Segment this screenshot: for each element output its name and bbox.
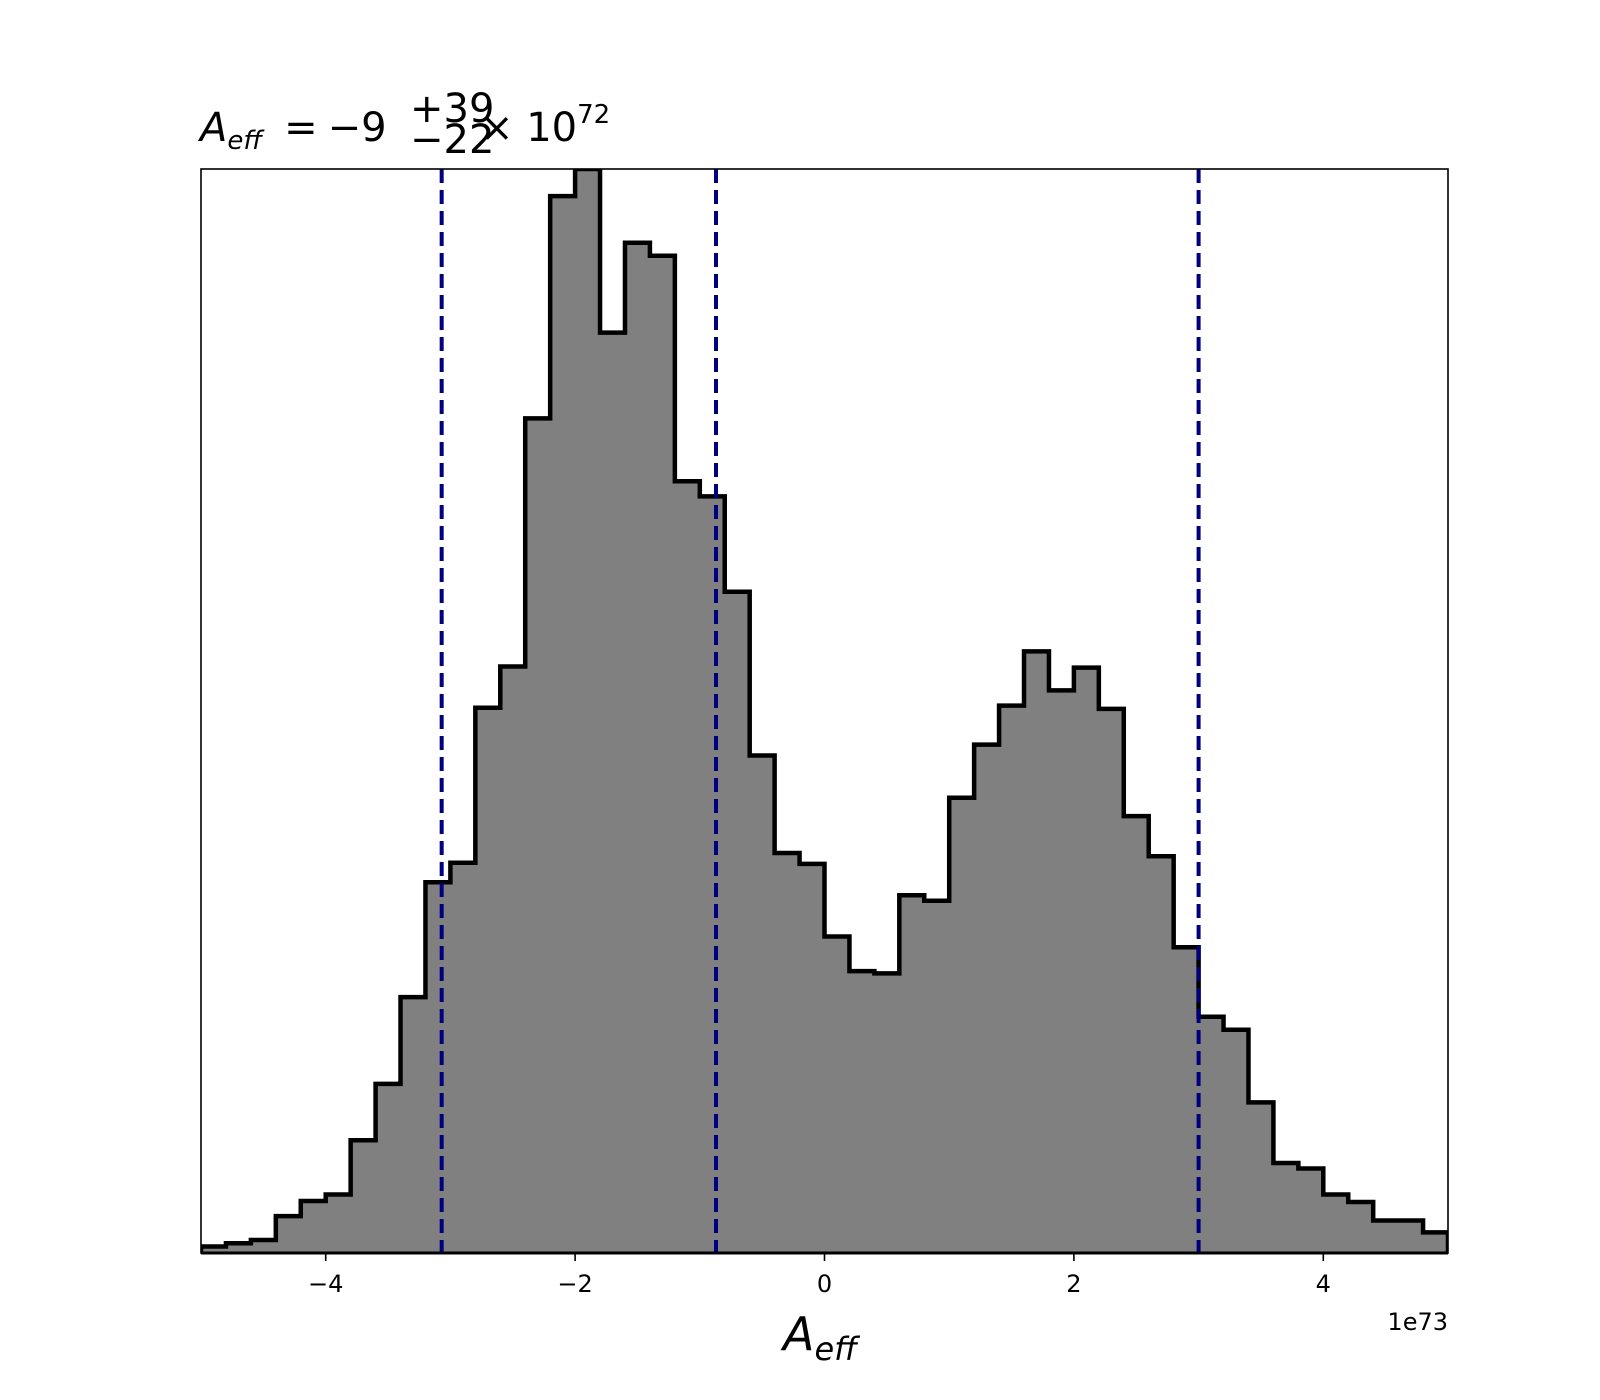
histogram-bar xyxy=(874,973,900,1253)
histogram-bar xyxy=(899,895,925,1253)
x-tick-label: 0 xyxy=(817,1270,832,1298)
x-axis-label-symbol: A xyxy=(780,1307,814,1361)
histogram-bar xyxy=(250,1239,277,1253)
histogram-bar xyxy=(375,1083,402,1253)
histogram-bar xyxy=(1098,708,1125,1253)
histogram-bar xyxy=(774,853,801,1253)
histogram-bar xyxy=(575,169,601,1253)
histogram-bar xyxy=(300,1200,327,1253)
title-value: −9 xyxy=(328,105,387,151)
histogram-bar xyxy=(450,862,476,1253)
histogram-bar xyxy=(824,936,851,1253)
title-times-ten: × 10 xyxy=(480,105,577,151)
histogram-bar xyxy=(624,242,651,1253)
histogram-bar xyxy=(1423,1232,1448,1253)
histogram-bar xyxy=(225,1243,252,1253)
title-symbol-subscript: eff xyxy=(227,126,265,156)
x-axis-label: Aeff xyxy=(780,1307,861,1368)
chart-title: Aeff = −9 xyxy=(197,105,387,156)
histogram-bar xyxy=(475,707,501,1253)
histogram-step-outline xyxy=(201,169,1448,1253)
histogram-bar xyxy=(974,744,1000,1253)
x-axis-label-subscript: eff xyxy=(814,1330,861,1368)
title-equals: = xyxy=(284,105,318,151)
histogram-bar xyxy=(1273,1163,1299,1253)
histogram-bar xyxy=(649,255,676,1253)
title-lower-error: −22 xyxy=(410,117,494,163)
histogram-bar xyxy=(699,496,726,1253)
histogram-bar xyxy=(1198,1016,1225,1253)
histogram-bar xyxy=(1123,816,1150,1253)
histogram-bar xyxy=(1248,1102,1275,1253)
histogram-bar xyxy=(1398,1220,1424,1253)
histogram-bar xyxy=(1173,947,1200,1253)
title-upper-error: +39 xyxy=(410,86,494,132)
histogram-bar xyxy=(350,1140,377,1253)
histogram-bar xyxy=(949,797,975,1253)
histogram-bar xyxy=(1048,690,1075,1253)
histogram-bar xyxy=(275,1216,302,1253)
histogram-bar xyxy=(724,591,751,1253)
x-tick-label: 4 xyxy=(1316,1270,1331,1298)
x-tick-label: −4 xyxy=(308,1270,343,1298)
histogram-bar xyxy=(674,481,701,1253)
plot-area xyxy=(200,168,1449,1255)
title-exponent: 72 xyxy=(577,100,610,130)
histogram-bar xyxy=(425,882,451,1253)
x-tick-label: −2 xyxy=(557,1270,592,1298)
histogram-bar xyxy=(924,900,950,1253)
histogram-bar xyxy=(201,1246,227,1253)
histogram-bar xyxy=(550,196,576,1253)
histogram-bar xyxy=(1323,1194,1349,1253)
histogram-bar xyxy=(1024,651,1050,1253)
histogram-bar xyxy=(749,755,776,1253)
histogram-bar xyxy=(999,705,1025,1253)
histogram-bar xyxy=(1373,1220,1399,1253)
histogram-bar xyxy=(799,863,826,1253)
histogram-bar xyxy=(1148,856,1175,1253)
histogram-bar xyxy=(600,332,626,1253)
histogram-bar xyxy=(1223,1029,1250,1253)
histogram-bar xyxy=(400,997,427,1253)
title-symbol: A xyxy=(197,105,227,151)
histogram-bar xyxy=(325,1194,352,1253)
title-multiplier: × 1072 xyxy=(480,100,610,151)
histogram-bars xyxy=(201,169,1448,1253)
histogram-bar xyxy=(849,971,875,1253)
x-tick-label: 2 xyxy=(1066,1270,1081,1298)
x-axis-ticks: −4 −2 0 2 4 xyxy=(308,1253,1331,1298)
histogram-bar xyxy=(1073,667,1100,1253)
x-axis-offset-text: 1e73 xyxy=(1387,1308,1448,1336)
histogram-bar xyxy=(1348,1202,1374,1253)
histogram-bar xyxy=(1298,1168,1324,1253)
histogram-bar xyxy=(525,418,551,1253)
histogram-bar xyxy=(500,666,526,1253)
